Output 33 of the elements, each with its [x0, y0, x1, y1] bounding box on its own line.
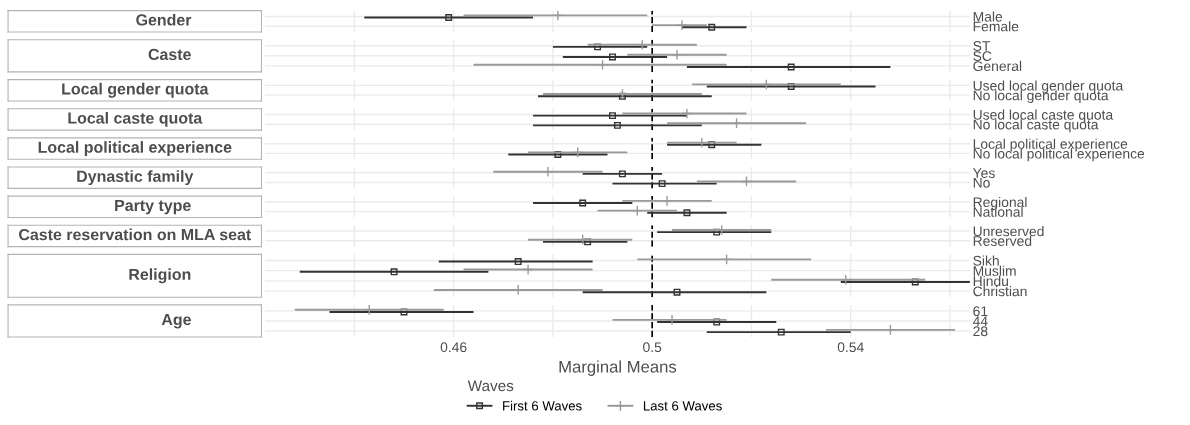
y-tick-label: Female: [973, 21, 1019, 32]
legend-title: Waves: [467, 380, 514, 392]
y-tick-label: Male: [973, 11, 1003, 22]
text: Caste reservation on MLA seat: [19, 228, 252, 241]
chart-title: Gender: [136, 13, 192, 26]
y-tick-label: SC: [973, 51, 992, 61]
y-tick-label: General: [973, 60, 1022, 72]
chart-title: Party type: [115, 199, 191, 215]
y-tick-label: 28: [973, 326, 988, 337]
y-tick-label: No: [973, 178, 990, 188]
x-tick-label: 0.5: [643, 342, 662, 353]
y-tick-label: ST: [973, 41, 991, 51]
y-tick-label: 44: [972, 316, 988, 326]
y-tick-label: Yes: [972, 168, 995, 178]
chart-title: Caste: [148, 48, 191, 61]
y-tick-label: Reserved: [973, 235, 1032, 246]
y-tick-label: Christian: [973, 286, 1027, 297]
y-tick-label: Unreserved: [973, 226, 1044, 237]
x-tick-label: 0.54: [837, 342, 864, 353]
legend-label: Last 6 Waves: [643, 401, 722, 411]
legend-label: First 6 Waves: [503, 400, 582, 411]
text: Local caste quota: [68, 111, 203, 127]
y-tick-label: Hindu: [973, 275, 1008, 287]
y-tick-label: Sikh: [973, 255, 999, 266]
x-tick-label: 0.46: [440, 342, 467, 353]
y-tick-label: Muslim: [973, 265, 1016, 276]
x-axis-title: Marginal Means: [559, 360, 677, 376]
text: Dynastic family: [77, 170, 194, 186]
text: Religion: [129, 268, 191, 284]
y-tick-label: 61: [973, 306, 988, 317]
text: Age: [161, 314, 191, 329]
text: Local political experience: [38, 141, 232, 156]
text: Local gender quota: [62, 82, 209, 98]
